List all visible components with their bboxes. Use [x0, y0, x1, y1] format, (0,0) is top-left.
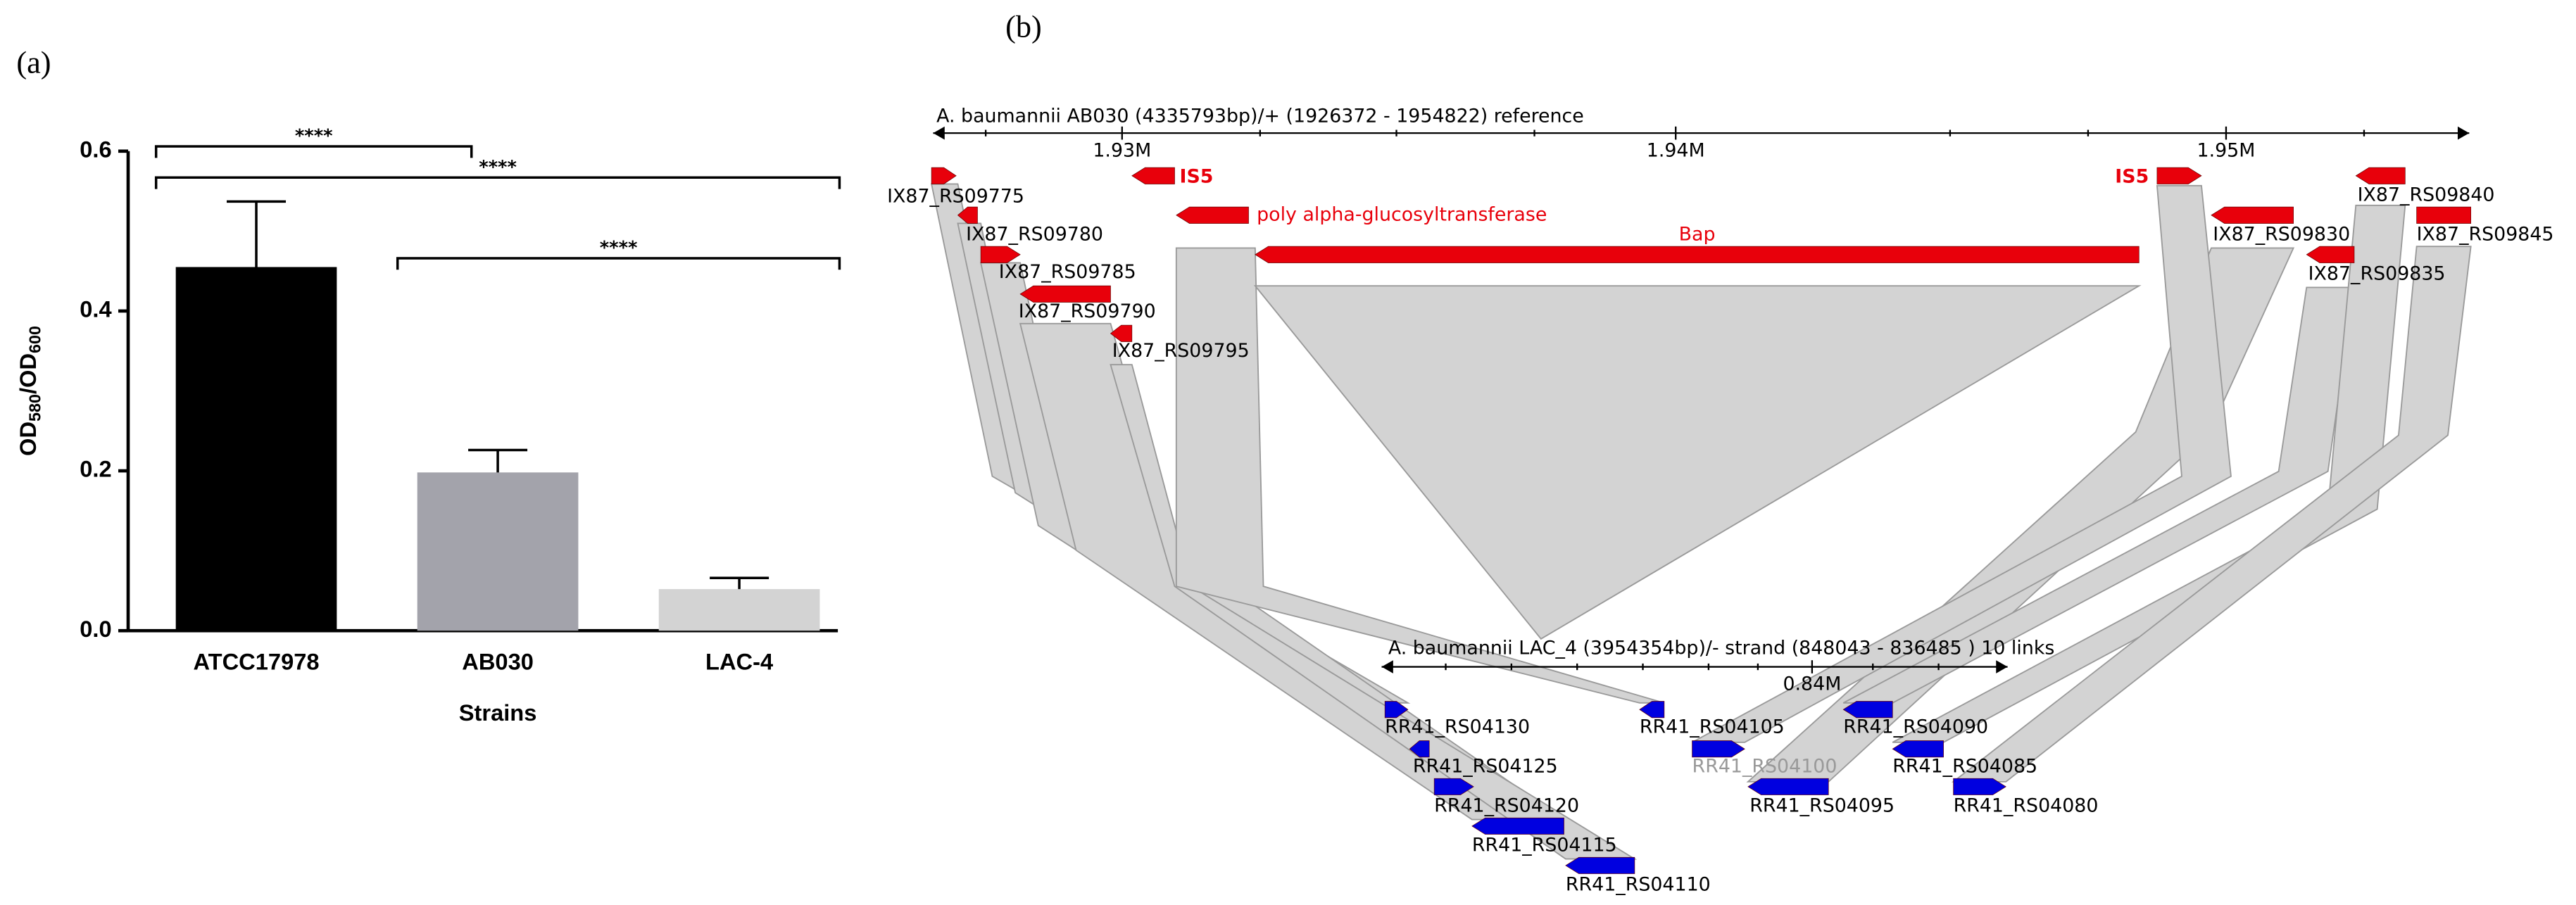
track-tick-label: 1.95M: [2197, 139, 2256, 161]
gene-arrow: [2306, 246, 2355, 263]
error-bar: [710, 576, 769, 590]
y-tick-label: 0.0: [80, 616, 111, 642]
gene-arrow: [1471, 817, 1564, 835]
significance-bracket: [396, 257, 841, 270]
error-bar: [227, 200, 287, 267]
bar: [417, 472, 579, 631]
gene-arrow: [1692, 740, 1745, 758]
gene-label: RR41_RS04125: [1413, 755, 1558, 777]
gene-arrow: [1953, 778, 2006, 795]
y-axis-title-part: 600: [25, 326, 44, 353]
gene-label: RR41_RS04080: [1954, 795, 2099, 816]
link: [1692, 184, 2232, 743]
gene-label: RR41_RS04095: [1749, 795, 1895, 816]
x-tick-label: LAC-4: [705, 648, 773, 674]
gene-arrow: [1747, 778, 1829, 795]
x-tick-label: ATCC17978: [193, 648, 319, 674]
gene-label: IX87_RS09780: [966, 223, 1103, 245]
track-tick-label: 1.94M: [1647, 139, 1705, 161]
gene-label: RR41_RS04130: [1385, 716, 1530, 738]
links: [930, 183, 2472, 860]
track-title: A. baumannii LAC_4 (3954354bp)/- strand …: [1388, 637, 2055, 659]
gene-label: poly alpha-glucosyltransferase: [1257, 203, 1547, 225]
gene-label: RR41_RS04090: [1843, 716, 1988, 738]
gene-label: RR41_RS04105: [1640, 716, 1785, 738]
bar: [658, 589, 820, 631]
gene-arrow: [2416, 206, 2472, 224]
gene-arrow: [931, 167, 957, 184]
bar: [175, 267, 337, 631]
link: [1951, 246, 2472, 783]
gene-arrow: [1176, 206, 1249, 224]
gene-arrow: [1639, 701, 1665, 719]
track-title: A. baumannii AB030 (4335793bp)/+ (192637…: [936, 105, 1584, 127]
y-axis-title: OD580/OD600: [15, 326, 44, 456]
significance-label: ****: [479, 157, 517, 178]
gene-arrow: [2211, 206, 2294, 224]
gene-label: IX87_RS09840: [2358, 184, 2495, 205]
gene-label: IS5: [2115, 166, 2149, 188]
gene-label: IX87_RS09845: [2417, 223, 2554, 245]
gene-label: IX87_RS09830: [2213, 223, 2350, 245]
bottom-axis: A. baumannii LAC_4 (3954354bp)/- strand …: [1381, 637, 2055, 673]
x-tick-label: AB030: [462, 648, 534, 674]
gene-label: RR41_RS04110: [1566, 873, 1711, 895]
gene-arrow: [2355, 167, 2406, 184]
gene-label: IX87_RS09835: [2308, 262, 2446, 284]
gene-arrow: [1384, 701, 1409, 719]
error-bar: [468, 448, 528, 473]
gene-label: IX87_RS09795: [1112, 340, 1250, 362]
gene-arrow: [2156, 167, 2202, 184]
bar-chart: 0.0 0.2 0.4 0.6 ATCC17978 AB030 LAC-4 Strains OD…: [15, 125, 841, 726]
gene-label: IX87_RS09775: [887, 186, 1024, 208]
significance-bracket: [154, 176, 841, 189]
panel-label: (b): [1005, 8, 1042, 44]
link: [1253, 285, 2142, 640]
gene-arrow: [1842, 701, 1893, 719]
significance-label: ****: [295, 125, 333, 146]
y-axis-title-part: 580: [25, 394, 44, 422]
gene-label: RR41_RS04100: [1692, 755, 1837, 777]
y-tick-label: 0.4: [80, 296, 111, 322]
gene-label: IX87_RS09785: [999, 261, 1136, 283]
top-axis: A. baumannii AB030 (4335793bp)/+ (192637…: [933, 105, 2470, 140]
track-tick-label: 0.84M: [1783, 673, 1841, 695]
gene-arrow: [980, 246, 1021, 263]
axis-arrow: [1996, 660, 2008, 673]
gene-arrow: [1131, 167, 1175, 184]
significance-label: ****: [600, 237, 638, 258]
y-axis-title-part: /OD: [15, 353, 41, 394]
gene-label: IS5: [1179, 166, 1213, 188]
y-axis-title-part: OD: [15, 422, 41, 456]
gene-arrow: [1110, 324, 1133, 342]
gene-label: IX87_RS09790: [1019, 300, 1156, 322]
gene-arrow: [1255, 246, 2140, 263]
x-axis-title: Strains: [459, 700, 537, 726]
gene-arrow: [957, 206, 978, 224]
gene-label: Bap: [1679, 223, 1716, 245]
axis-arrow: [1381, 660, 1393, 673]
y-tick-label: 0.6: [80, 136, 111, 162]
gene-arrow: [1565, 856, 1635, 874]
y-tick-label: 0.2: [80, 456, 111, 482]
gene-arrow: [1433, 778, 1474, 795]
link: [930, 183, 1411, 704]
gene-label: RR41_RS04120: [1434, 795, 1579, 816]
gene-label: RR41_RS04115: [1472, 834, 1617, 856]
panel-label: (a): [16, 45, 51, 80]
gene-arrow: [1019, 285, 1111, 303]
axis-arrow: [2457, 126, 2470, 140]
significance-bracket: [154, 145, 473, 158]
gene-arrow: [1892, 740, 1944, 758]
gene-arrow: [1409, 740, 1430, 758]
gene-label: RR41_RS04085: [1892, 755, 2037, 777]
track-tick-label: 1.93M: [1093, 139, 1151, 161]
axis-arrow: [933, 126, 945, 140]
